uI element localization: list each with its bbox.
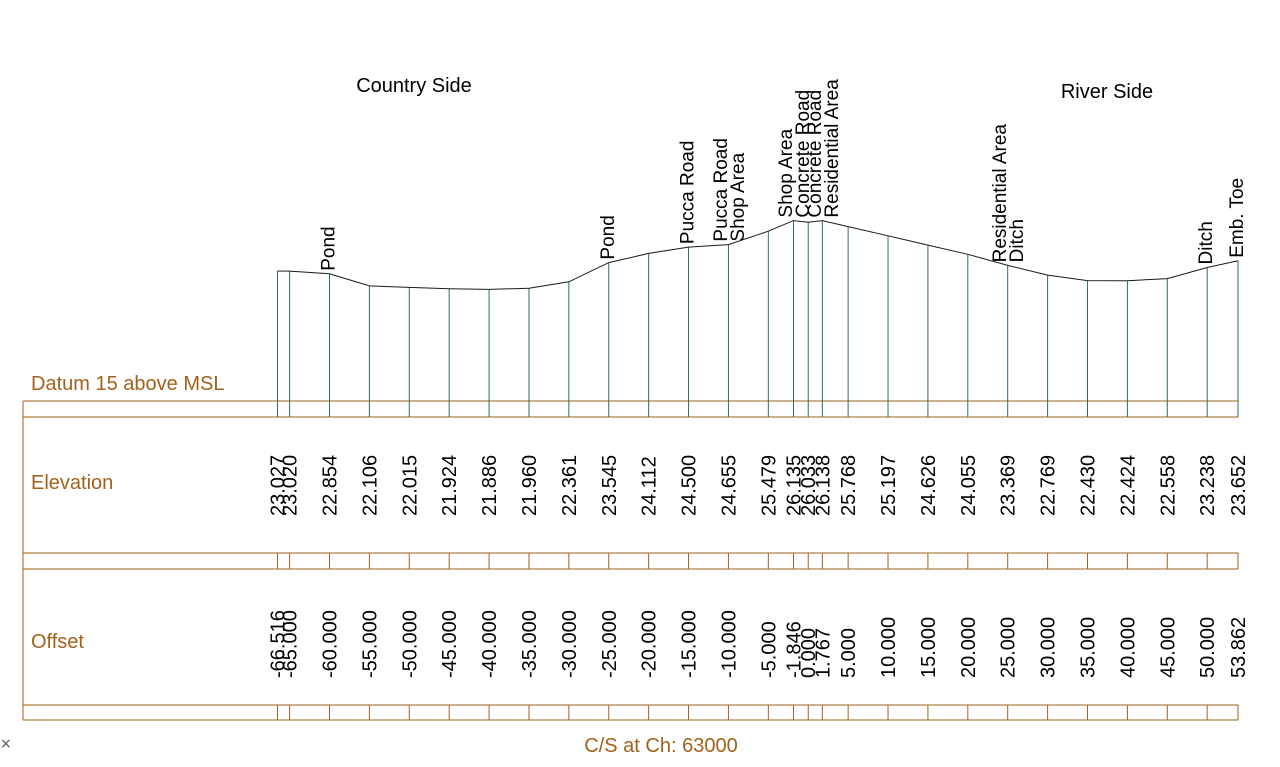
elevation-value: 21.924: [439, 455, 461, 516]
feature-label: Residential Area: [990, 124, 1011, 263]
offset-value: -40.000: [479, 610, 501, 678]
offset-value: -15.000: [679, 610, 701, 678]
elevation-value: 24.655: [718, 455, 740, 516]
feature-label: Pond: [598, 215, 619, 259]
elevation-value: 23.652: [1228, 455, 1250, 516]
offset-value: -20.000: [639, 610, 661, 678]
elevation-value: 23.545: [599, 455, 621, 516]
elevation-value: 25.768: [838, 455, 860, 516]
elevation-value: 21.960: [519, 455, 541, 516]
offset-value: -60.000: [320, 610, 342, 678]
elevation-value: 22.769: [1038, 455, 1060, 516]
country-side-label: Country Side: [356, 75, 472, 97]
offset-row-label: Offset: [31, 631, 84, 653]
elevation-value: 23.369: [998, 455, 1020, 516]
offset-value: 25.000: [998, 617, 1020, 678]
elevation-value: 21.886: [479, 455, 501, 516]
offset-value: 15.000: [918, 617, 940, 678]
offset-value: -35.000: [519, 610, 541, 678]
offset-value: 20.000: [958, 617, 980, 678]
offset-value: 45.000: [1157, 617, 1179, 678]
cursor-cross-icon: ×: [0, 736, 12, 752]
offset-values: -66.516-65.000 -60.000 -55.000 -50.000 -45.0…: [268, 610, 1251, 678]
offset-value: 30.000: [1038, 617, 1060, 678]
offset-value: -10.000: [718, 610, 740, 678]
offset-value: 53.862: [1228, 617, 1250, 678]
elevation-value: 22.361: [559, 455, 581, 516]
feature-label: Ditch: [1007, 219, 1028, 262]
elevation-value: 23.027: [268, 455, 290, 516]
feature-label: Residential Area: [822, 79, 843, 218]
elevation-value: 22.854: [320, 455, 342, 516]
offset-value: -65.000: [280, 610, 302, 678]
ground-profile-line: [277, 220, 1239, 290]
elevation-value: 22.430: [1078, 455, 1100, 516]
feature-label: Shop Area: [728, 152, 749, 241]
offset-value: 40.000: [1117, 617, 1139, 678]
drawing-title: C/S at Ch: 63000: [584, 735, 737, 757]
elevation-value: 24.055: [958, 455, 980, 516]
elevation-value: 22.424: [1117, 455, 1139, 516]
elevation-row-label: Elevation: [31, 472, 113, 494]
offset-value: -55.000: [359, 610, 381, 678]
offset-value: 0.000: [798, 628, 820, 678]
offset-value: -50.000: [399, 610, 421, 678]
offset-value: 10.000: [878, 617, 900, 678]
offset-value: -45.000: [439, 610, 461, 678]
elevation-value: 22.558: [1157, 455, 1179, 516]
elevation-value: 22.015: [399, 455, 421, 516]
feature-label: Pucca Road: [678, 141, 699, 245]
elevation-value: 24.626: [918, 455, 940, 516]
table-frame: [22, 400, 1239, 721]
feature-label: Ditch: [1196, 221, 1217, 264]
offset-value: -5.000: [758, 621, 780, 678]
elevation-value: 23.238: [1197, 455, 1219, 516]
station-verticals: [277, 220, 1239, 720]
feature-label: Concrete Road: [805, 90, 826, 218]
elevation-value: 24.112: [639, 456, 661, 516]
feature-label: Shop Area: [776, 128, 797, 217]
offset-value: 35.000: [1078, 617, 1100, 678]
offset-value: 1.767: [812, 628, 834, 678]
offset-value: -1.846: [784, 621, 806, 678]
datum-label: Datum 15 above MSL: [31, 373, 224, 395]
offset-value: -66.516: [268, 610, 290, 678]
elevation-value: 26.135: [784, 455, 806, 516]
elevation-value: 26.138: [812, 455, 834, 516]
offset-value: 50.000: [1197, 617, 1219, 678]
feature-label: Concrete Road: [793, 90, 814, 218]
elevation-value: 22.106: [359, 455, 381, 516]
offset-value: 5.000: [838, 628, 860, 678]
elevation-value: 23.020: [280, 455, 302, 516]
river-side-label: River Side: [1061, 81, 1153, 103]
elevation-value: 26.033: [798, 455, 820, 516]
feature-label: Pucca Road: [711, 138, 732, 242]
elevation-value: 25.479: [758, 455, 780, 516]
feature-label: Emb. Toe: [1227, 178, 1248, 258]
feature-label: Pond: [319, 226, 340, 270]
elevation-value: 24.500: [679, 455, 701, 516]
offset-value: -30.000: [559, 610, 581, 678]
offset-value: -25.000: [599, 610, 621, 678]
elevation-value: 25.197: [878, 455, 900, 516]
ground-profile: [277, 220, 1239, 290]
